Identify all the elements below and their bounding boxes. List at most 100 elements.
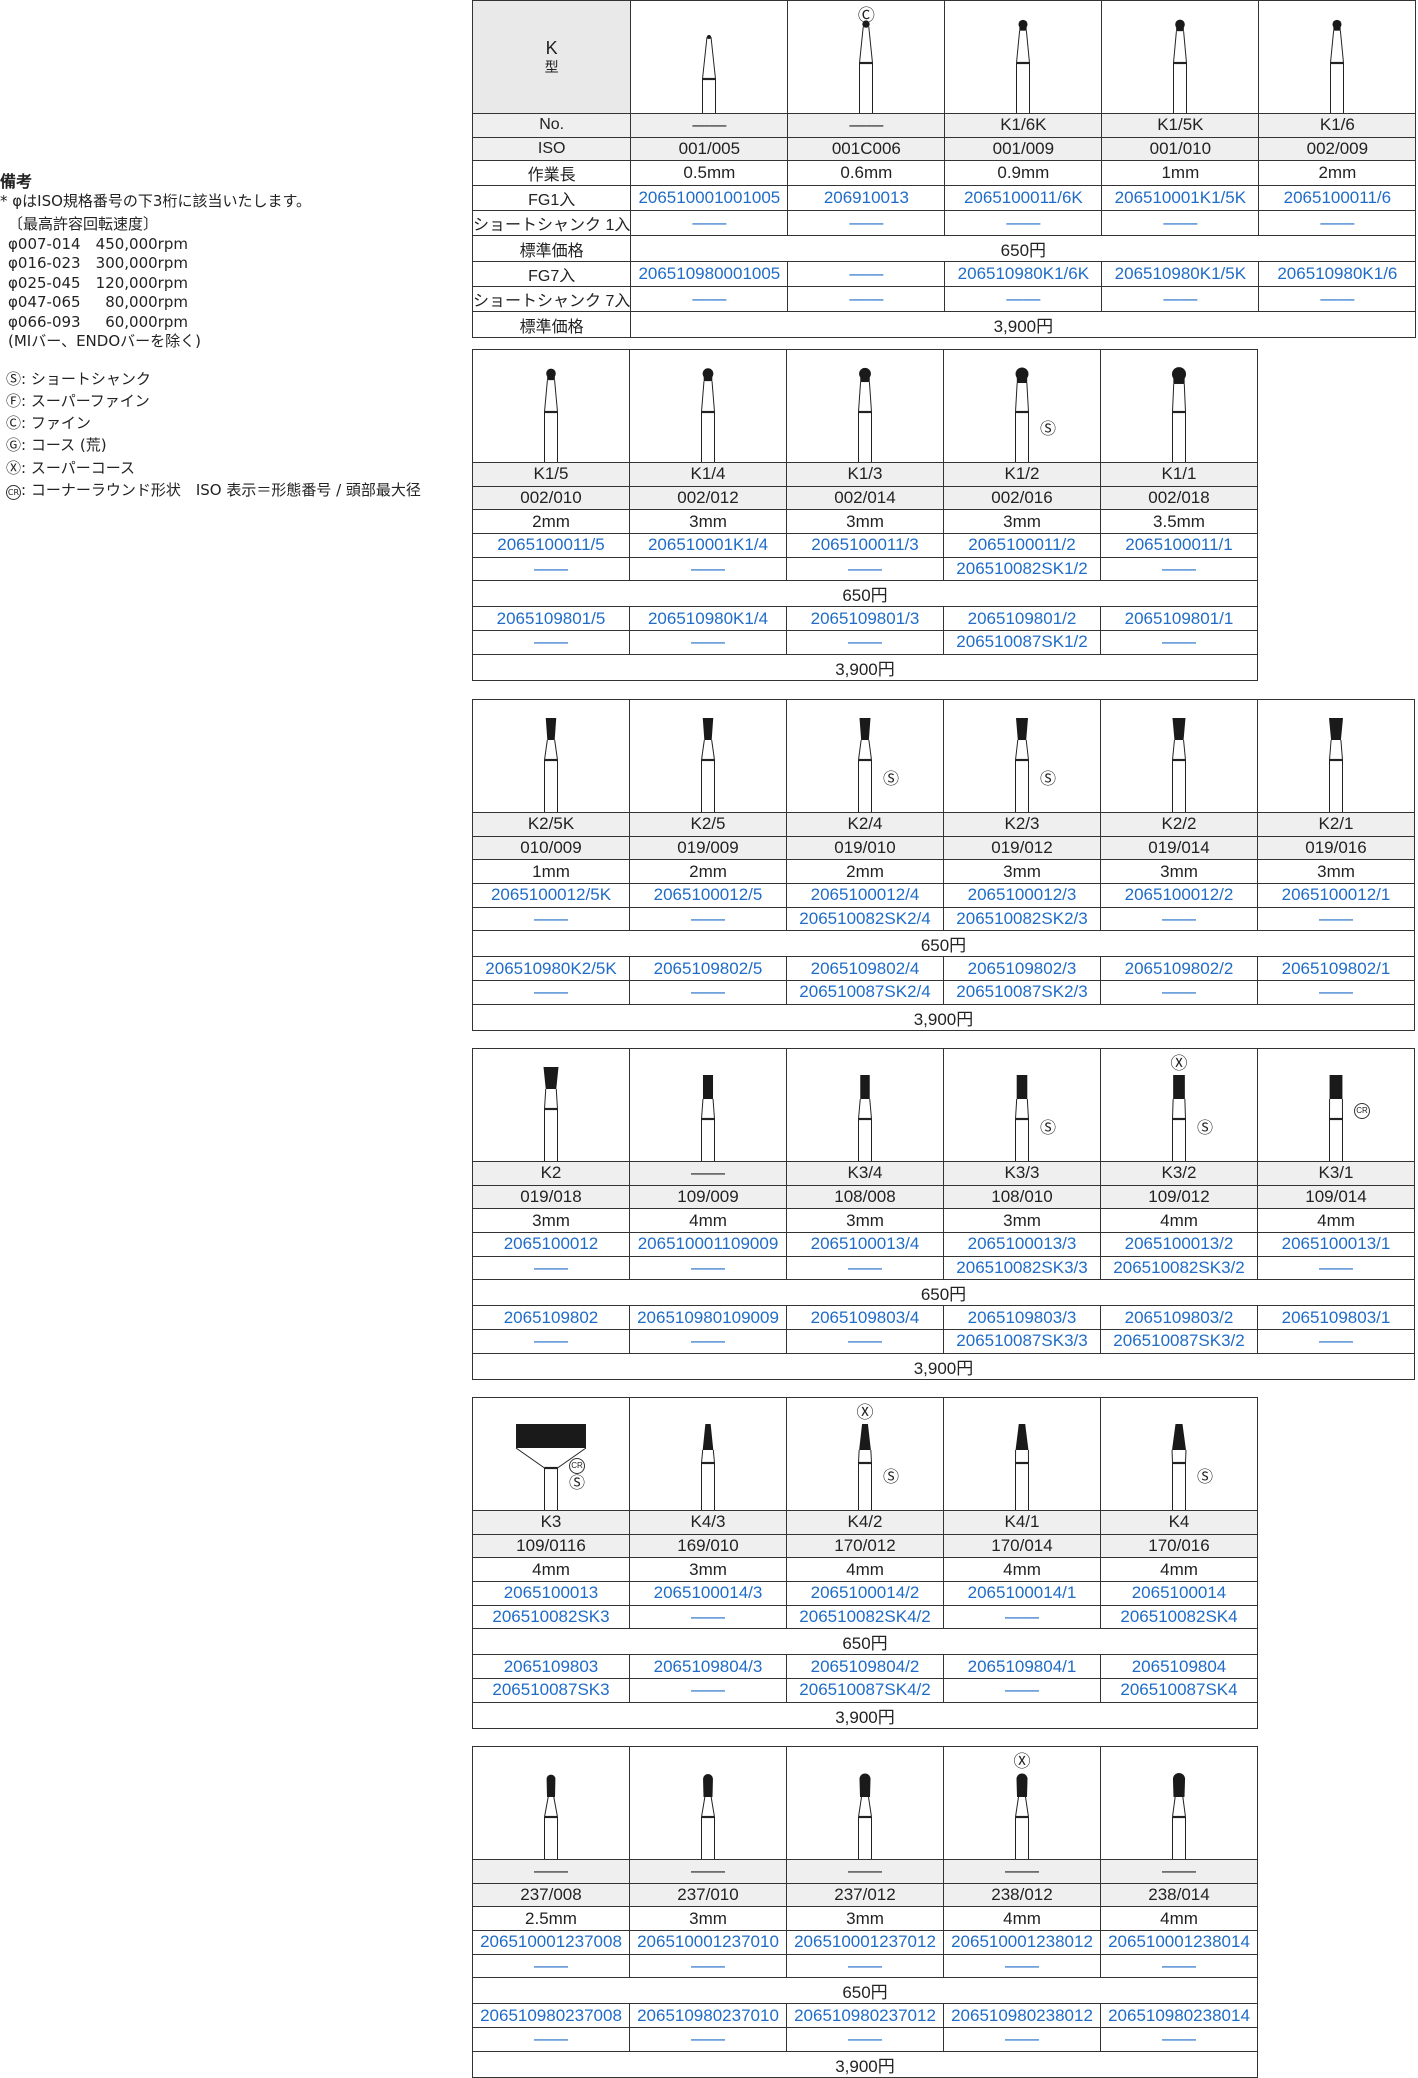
cell-length: 0.5mm	[631, 161, 788, 186]
product-code-fg1[interactable]: 2065100011/2	[944, 534, 1101, 558]
row-price1: 650円	[473, 1629, 1258, 1655]
product-code-fg1[interactable]: 206510001109009	[630, 1233, 787, 1257]
product-code-fg7[interactable]: 206510980K2/5K	[473, 957, 630, 981]
product-code-ss1[interactable]: 206510082SK2/3	[944, 907, 1101, 931]
product-code-fg1[interactable]: 206510001K1/5K	[1102, 186, 1259, 211]
product-code-fg7[interactable]: 206510980238012	[944, 2004, 1101, 2028]
product-code-fg7[interactable]: 2065109804	[1101, 1655, 1258, 1679]
product-code-fg7[interactable]: 2065109803	[473, 1655, 630, 1679]
product-code-ss1: ——	[630, 1954, 787, 1978]
row-ss1: ショートシャンク 1入——————————	[473, 211, 1416, 236]
product-code-ss1[interactable]: 206510082SK3	[473, 1605, 630, 1629]
product-code-fg1[interactable]: 2065100013	[473, 1582, 630, 1606]
product-code-fg7[interactable]: 206510980237008	[473, 2004, 630, 2028]
product-code-fg7[interactable]: 2065109802/3	[944, 957, 1101, 981]
product-code-fg1[interactable]: 2065100014/2	[787, 1582, 944, 1606]
product-code-ss1: ——	[1101, 907, 1258, 931]
product-code-fg1[interactable]: 2065100011/6K	[945, 186, 1102, 211]
inverted-cone-icon	[944, 700, 1100, 812]
product-code-fg1[interactable]: 206510001238014	[1101, 1931, 1258, 1955]
product-code-ss7[interactable]: 206510087SK3/3	[944, 1330, 1101, 1354]
cell-length: 3mm	[1101, 860, 1258, 884]
product-code-ss7[interactable]: 206510087SK1/2	[944, 631, 1101, 655]
product-code-ss7[interactable]: 206510087SK3	[473, 1679, 630, 1703]
product-code-ss1[interactable]: 206510082SK3/2	[1101, 1256, 1258, 1280]
product-code-fg1[interactable]: 206510001237012	[787, 1931, 944, 1955]
product-code-fg7[interactable]: 2065109801/5	[473, 607, 630, 631]
product-code-fg7[interactable]: 2065109802/1	[1258, 957, 1415, 981]
product-code-fg1[interactable]: 2065100012/5K	[473, 884, 630, 908]
product-code-fg1[interactable]: 206510001238012	[944, 1931, 1101, 1955]
product-code-ss7[interactable]: 206510087SK4/2	[787, 1679, 944, 1703]
product-code-fg7[interactable]: 2065109802/2	[1101, 957, 1258, 981]
product-code-fg1[interactable]: 2065100013/4	[787, 1233, 944, 1257]
product-code-fg7[interactable]: 206510980K1/6K	[945, 262, 1102, 287]
product-code-fg1[interactable]: 2065100011/5	[473, 534, 630, 558]
product-code-fg7[interactable]: 206510980238014	[1101, 2004, 1258, 2028]
product-code-fg7[interactable]: 2065109803/2	[1101, 1306, 1258, 1330]
product-code-ss7[interactable]: 206510087SK4	[1101, 1679, 1258, 1703]
label-length: 作業長	[473, 161, 631, 186]
legend-mark-icon: Ⓕ	[6, 392, 21, 410]
cell-iso: 019/009	[630, 836, 787, 860]
product-code-fg1[interactable]: 206510001237010	[630, 1931, 787, 1955]
product-code-fg7[interactable]: 2065109802/4	[787, 957, 944, 981]
product-code-fg7[interactable]: 2065109803/1	[1258, 1306, 1415, 1330]
product-code-fg1[interactable]: 2065100013/2	[1101, 1233, 1258, 1257]
product-code-ss1[interactable]: 206510082SK3/3	[944, 1256, 1101, 1280]
row-price7: 3,900円	[473, 1004, 1415, 1030]
product-code-fg7[interactable]: 206510980K1/6	[1259, 262, 1416, 287]
bur-image	[1101, 1747, 1258, 1860]
ball-icon	[1259, 1, 1415, 113]
product-code-fg1[interactable]: 206510001001005	[631, 186, 788, 211]
product-code-ss1[interactable]: 206510082SK4/2	[787, 1605, 944, 1629]
product-code-fg7[interactable]: 2065109801/1	[1101, 607, 1258, 631]
inverted-cone-icon	[1258, 700, 1414, 812]
product-code-fg7[interactable]: 206510980109009	[630, 1306, 787, 1330]
product-code-fg7[interactable]: 2065109804/1	[944, 1655, 1101, 1679]
product-code-fg1[interactable]: 2065100012/1	[1258, 884, 1415, 908]
product-code-fg7[interactable]: 2065109801/3	[787, 607, 944, 631]
product-code-fg7[interactable]: 2065109803/3	[944, 1306, 1101, 1330]
product-code-fg7[interactable]: 2065109801/2	[944, 607, 1101, 631]
product-code-fg7[interactable]: 206510980237012	[787, 2004, 944, 2028]
product-code-fg7[interactable]: 2065109802/5	[630, 957, 787, 981]
product-code-fg1[interactable]: 2065100014/3	[630, 1582, 787, 1606]
product-code-fg1[interactable]: 206910013	[788, 186, 945, 211]
product-code-fg1[interactable]: 206510001237008	[473, 1931, 630, 1955]
product-code-fg7[interactable]: 206510980001005	[631, 262, 788, 287]
product-code-ss7[interactable]: 206510087SK2/4	[787, 981, 944, 1005]
product-code-fg7[interactable]: 2065109803/4	[787, 1306, 944, 1330]
product-code-fg1[interactable]: 206510001K1/4	[630, 534, 787, 558]
product-code-fg1[interactable]: 2065100014/1	[944, 1582, 1101, 1606]
product-code-fg7[interactable]: 2065109804/2	[787, 1655, 944, 1679]
product-code-fg7[interactable]: 206510980K1/4	[630, 607, 787, 631]
product-code-fg7[interactable]: 2065109802	[473, 1306, 630, 1330]
product-code-ss1[interactable]: 206510082SK1/2	[944, 557, 1101, 581]
product-code-ss7[interactable]: 206510087SK2/3	[944, 981, 1101, 1005]
product-code-fg1[interactable]: 2065100012/4	[787, 884, 944, 908]
cell-iso: 002/016	[944, 486, 1101, 510]
product-code-fg1[interactable]: 2065100013/3	[944, 1233, 1101, 1257]
product-code-fg1[interactable]: 2065100011/6	[1259, 186, 1416, 211]
product-code-fg1[interactable]: 2065100012	[473, 1233, 630, 1257]
product-code-fg7[interactable]: 206510980237010	[630, 2004, 787, 2028]
ball-icon	[1101, 350, 1257, 462]
cell-length: 3mm	[630, 1907, 787, 1931]
product-code-fg7[interactable]: 206510980K1/5K	[1102, 262, 1259, 287]
product-code-fg1[interactable]: 2065100012/2	[1101, 884, 1258, 908]
cell-iso: 002/012	[630, 486, 787, 510]
product-code-fg1[interactable]: 2065100012/3	[944, 884, 1101, 908]
short-shank-mark-icon: Ⓢ	[1040, 1120, 1056, 1137]
product-code-fg1[interactable]: 2065100014	[1101, 1582, 1258, 1606]
product-code-ss1[interactable]: 206510082SK4	[1101, 1605, 1258, 1629]
product-code-ss1[interactable]: 206510082SK2/4	[787, 907, 944, 931]
product-code-fg1[interactable]: 2065100011/1	[1101, 534, 1258, 558]
product-code-fg1[interactable]: 2065100012/5	[630, 884, 787, 908]
product-code-ss7[interactable]: 206510087SK3/2	[1101, 1330, 1258, 1354]
product-code-fg1[interactable]: 2065100013/1	[1258, 1233, 1415, 1257]
product-code-fg1[interactable]: 2065100011/3	[787, 534, 944, 558]
product-code-fg7[interactable]: 2065109804/3	[630, 1655, 787, 1679]
